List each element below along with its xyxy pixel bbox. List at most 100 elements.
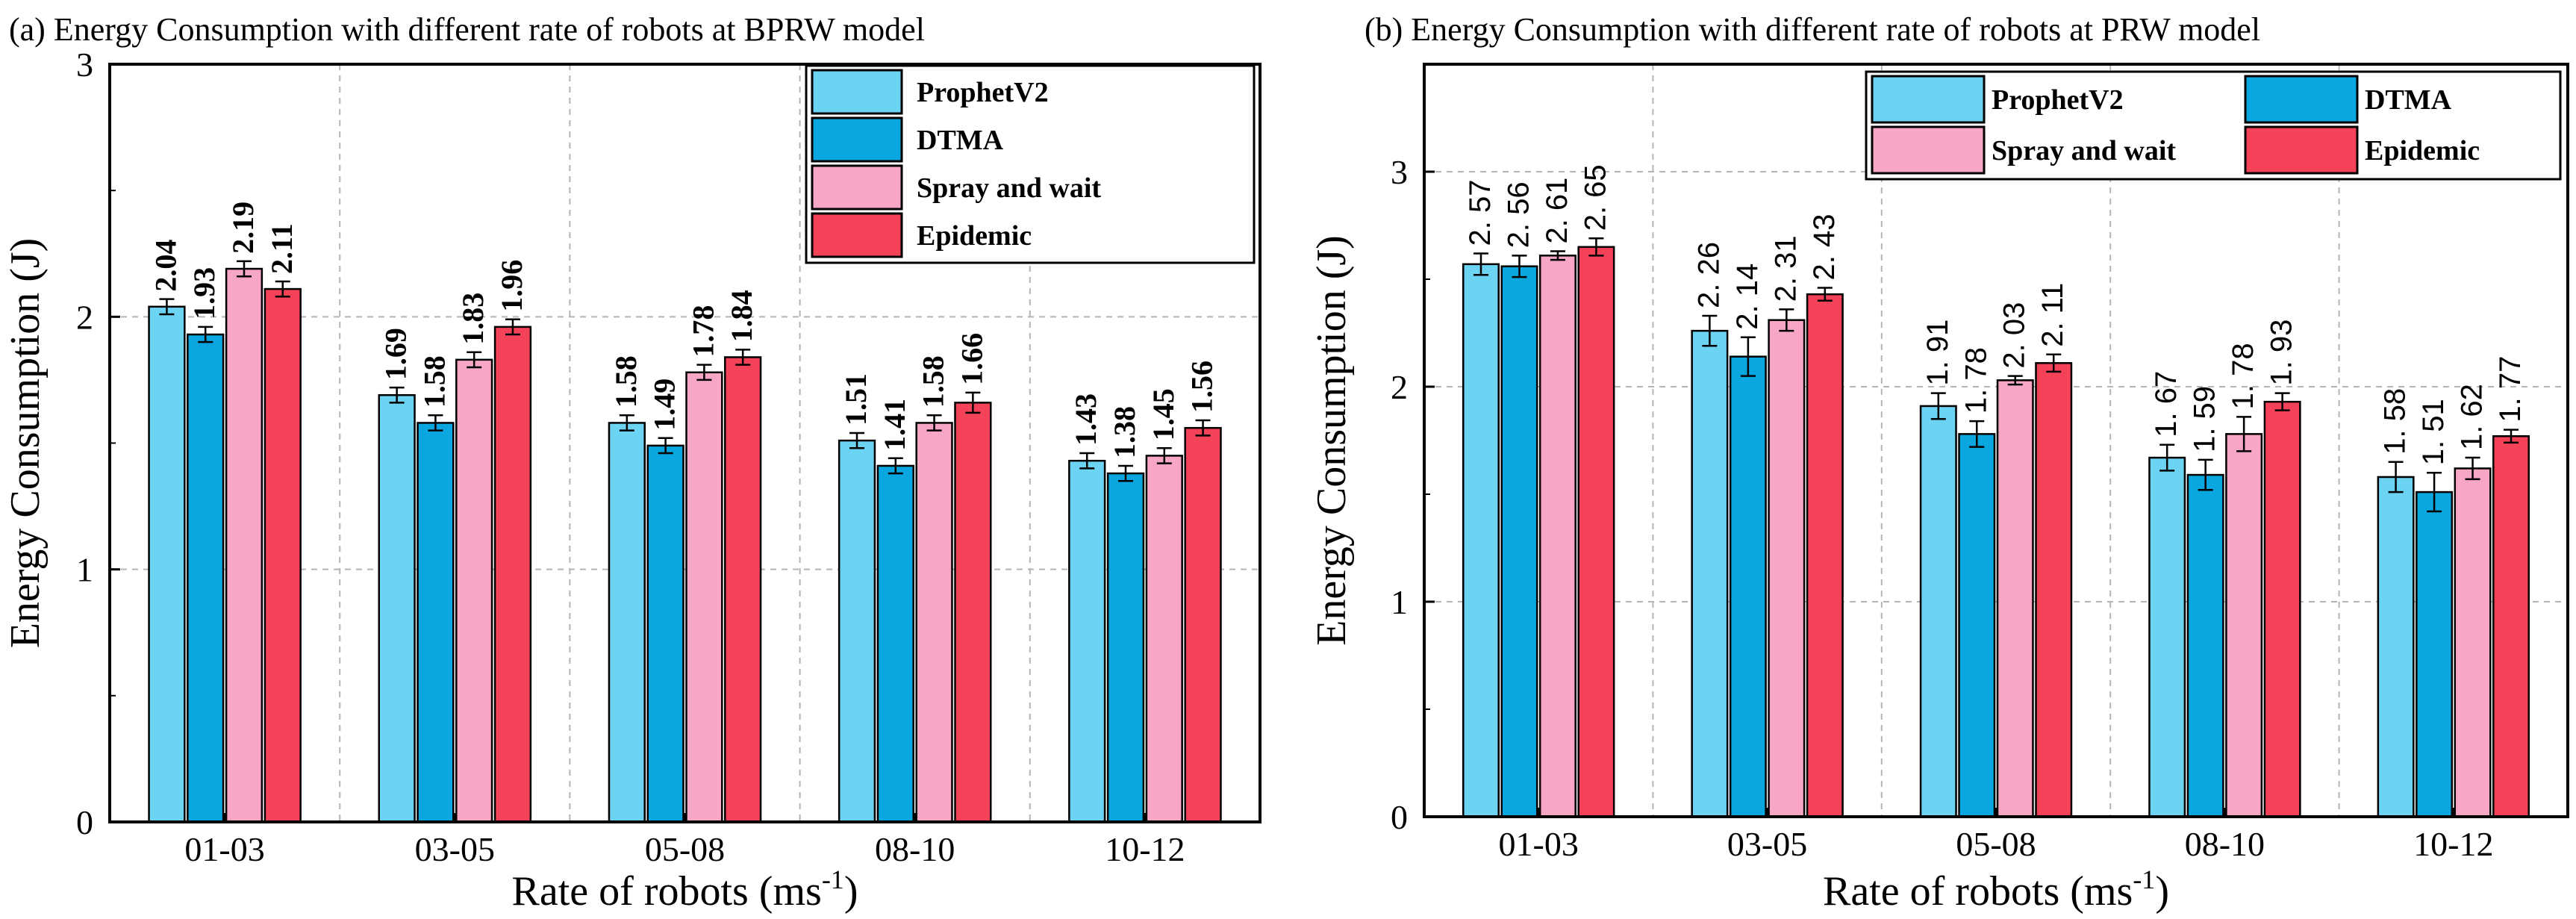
bar (876, 464, 914, 823)
data-label: 1. 77 (2494, 356, 2527, 423)
x-tick-label: 08-10 (2185, 825, 2265, 863)
bar (2492, 434, 2530, 818)
data-label: 2. 31 (1769, 235, 1802, 302)
data-label: 1. 78 (1959, 347, 1992, 414)
y-axis-label: Energy Consumption (J) (2, 238, 49, 649)
data-label: 2. 61 (1541, 178, 1574, 244)
legend-swatch (811, 69, 903, 115)
bar (493, 325, 532, 823)
bar (1145, 455, 1183, 823)
legend-label: DTMA (2365, 84, 2452, 116)
legend-label: DTMA (917, 125, 1004, 156)
chart-title: (a) Energy Consumption with different ra… (9, 11, 925, 48)
x-tick-label: 05-08 (645, 830, 725, 868)
bar (915, 422, 953, 823)
y-tick-label: 3 (76, 46, 93, 84)
bar (1806, 293, 1844, 818)
bar (225, 267, 263, 823)
data-label: 2. 56 (1502, 181, 1535, 248)
data-label: 1.58 (917, 355, 950, 408)
bar (685, 371, 723, 823)
x-tick-label: 05-08 (1956, 825, 2036, 863)
bar (2225, 433, 2263, 818)
legend-swatch (811, 116, 903, 163)
chart-title: (b) Energy Consumption with different ra… (1365, 11, 2260, 48)
data-label: 2.11 (265, 223, 299, 274)
bar (2263, 400, 2301, 818)
x-tick-label: 10-12 (1105, 830, 1185, 868)
data-label: 1. 59 (2189, 386, 2221, 452)
data-label: 2. 11 (2036, 283, 2069, 347)
bar (2454, 467, 2492, 818)
legend-swatch (811, 212, 903, 258)
bar (608, 422, 646, 823)
bar (2035, 362, 2073, 818)
legend-label: ProphetV2 (917, 77, 1049, 108)
legend-swatch (811, 164, 903, 211)
data-label: 1.43 (1069, 393, 1103, 446)
x-tick-label: 03-05 (1727, 825, 1807, 863)
x-axis-label-main: Rate of robots (ms (1823, 868, 2133, 915)
data-label: 2. 65 (1579, 164, 1612, 231)
bar (263, 287, 302, 823)
bar (954, 402, 992, 823)
data-label: 1. 78 (2227, 343, 2260, 409)
bar (1919, 405, 1957, 818)
data-label: 2. 43 (1808, 214, 1841, 281)
data-label: 1. 93 (2265, 320, 2298, 386)
y-tick-label: 2 (76, 298, 93, 336)
data-label: 1.83 (456, 293, 490, 345)
data-label: 1. 67 (2150, 371, 2183, 437)
legend-label: Epidemic (917, 220, 1032, 252)
chart-panel-a: (a) Energy Consumption with different ra… (2, 11, 1262, 915)
bar (1691, 329, 1729, 818)
legend-swatch (1871, 125, 1986, 175)
bar (1729, 355, 1767, 818)
bar (378, 393, 416, 823)
y-tick-label: 3 (1391, 153, 1408, 191)
bar (455, 358, 493, 823)
data-label: 1.56 (1185, 361, 1219, 413)
legend-swatch (1871, 75, 1986, 124)
data-label: 2.04 (149, 240, 182, 292)
y-tick-label: 2 (1391, 368, 1408, 406)
data-label: 1.93 (187, 267, 221, 320)
data-label: 1. 62 (2456, 384, 2489, 450)
bar (1538, 255, 1577, 818)
bar (1958, 433, 1996, 818)
x-axis-label-sup: -1 (822, 865, 844, 894)
y-tick-label: 0 (1391, 798, 1408, 836)
bar (1577, 246, 1615, 818)
bar (1184, 426, 1222, 823)
y-tick-label: 0 (76, 803, 93, 841)
data-label: 1.38 (1108, 406, 1141, 458)
bar (1462, 263, 1500, 818)
data-label: 1.51 (839, 373, 873, 426)
bar (1106, 472, 1145, 823)
data-label: 2. 03 (1998, 302, 2031, 369)
data-label: 1.96 (495, 260, 528, 312)
bar (417, 422, 455, 823)
x-axis-label-end: ) (2155, 868, 2169, 915)
x-axis-label-sup: -1 (2133, 865, 2155, 894)
legend-label: Epidemic (2365, 135, 2480, 166)
x-tick-label: 01-03 (1499, 825, 1579, 863)
x-tick-label: 10-12 (2413, 825, 2493, 863)
data-label: 1. 51 (2417, 399, 2450, 465)
legend-label: Spray and wait (917, 172, 1101, 204)
bar (646, 444, 684, 823)
data-label: 1.84 (725, 290, 758, 342)
data-label: 1. 58 (2379, 388, 2412, 455)
y-tick-label: 1 (1391, 583, 1408, 621)
bar (838, 439, 876, 823)
y-tick-label: 1 (76, 551, 93, 589)
x-axis-label-end: ) (844, 868, 858, 915)
bar (2186, 473, 2224, 818)
legend-swatch (2244, 75, 2359, 124)
bar (187, 333, 225, 823)
data-label: 1.58 (417, 355, 451, 408)
bar (148, 305, 186, 823)
legend-swatch (2244, 125, 2359, 175)
x-tick-label: 01-03 (184, 830, 264, 868)
